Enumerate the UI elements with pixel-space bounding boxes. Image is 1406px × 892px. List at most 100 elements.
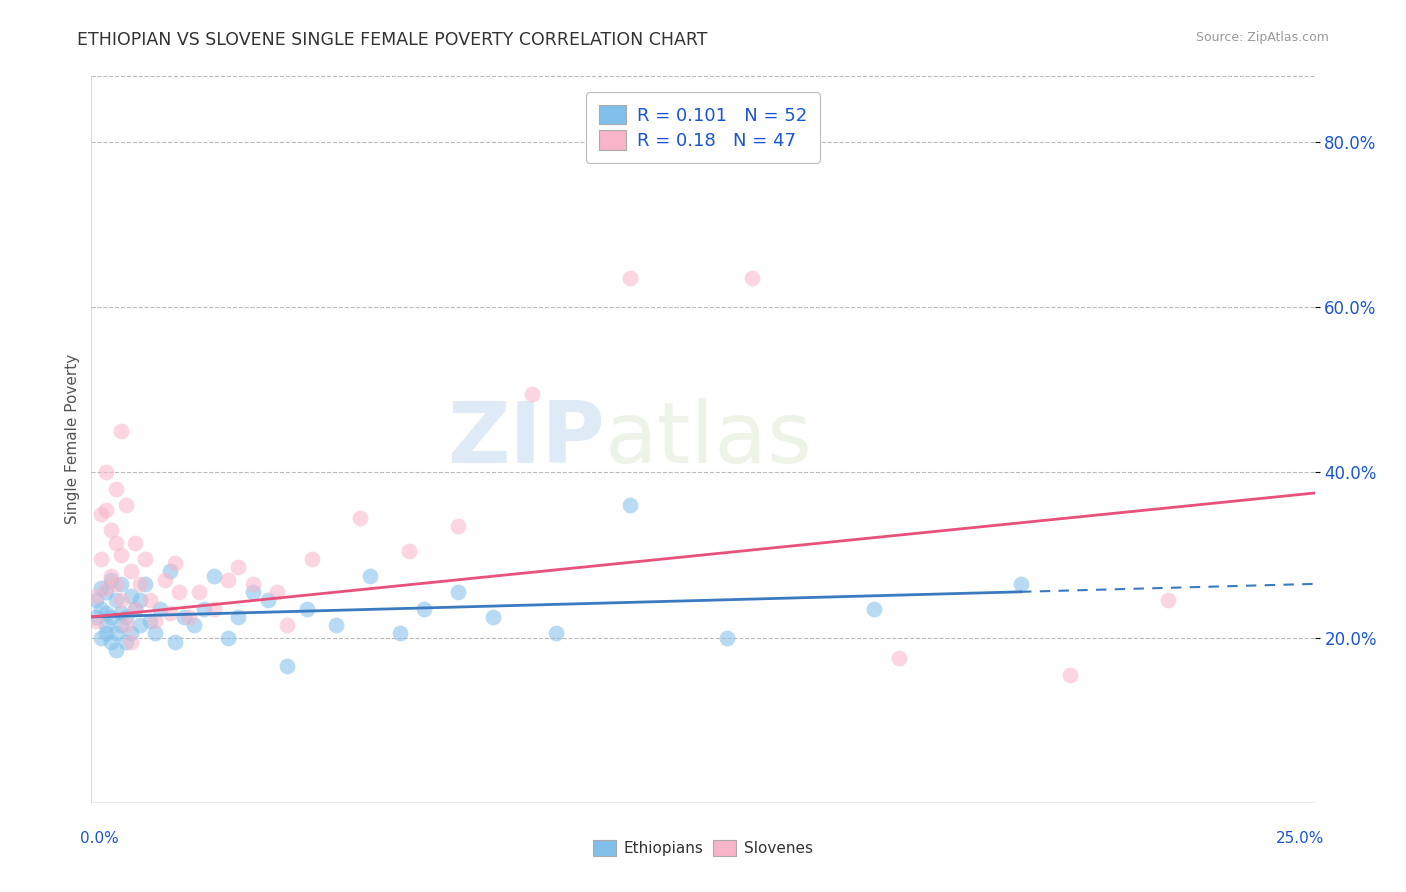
- Point: [114, 610, 136, 624]
- Point: [226, 610, 249, 624]
- Point: [887, 651, 910, 665]
- Point: [447, 519, 470, 533]
- Point: [276, 618, 298, 632]
- Point: [104, 577, 127, 591]
- Point: [100, 634, 122, 648]
- Point: [188, 585, 211, 599]
- Text: ETHIOPIAN VS SLOVENE SINGLE FEMALE POVERTY CORRELATION CHART: ETHIOPIAN VS SLOVENE SINGLE FEMALE POVER…: [77, 31, 707, 49]
- Point: [134, 552, 156, 566]
- Point: [169, 585, 191, 599]
- Point: [94, 581, 117, 595]
- Point: [120, 626, 142, 640]
- Point: [149, 601, 172, 615]
- Point: [104, 593, 127, 607]
- Point: [217, 631, 239, 645]
- Text: 25.0%: 25.0%: [1277, 831, 1324, 846]
- Point: [100, 610, 122, 624]
- Point: [242, 585, 264, 599]
- Point: [100, 573, 122, 587]
- Point: [359, 568, 381, 582]
- Point: [110, 593, 132, 607]
- Point: [100, 568, 122, 582]
- Point: [143, 626, 166, 640]
- Point: [90, 552, 112, 566]
- Point: [84, 610, 107, 624]
- Point: [349, 510, 371, 524]
- Point: [163, 556, 186, 570]
- Point: [139, 614, 162, 628]
- Point: [256, 593, 278, 607]
- Text: ZIP: ZIP: [447, 398, 605, 481]
- Point: [124, 535, 146, 549]
- Point: [481, 610, 503, 624]
- Point: [94, 466, 117, 480]
- Point: [388, 626, 411, 640]
- Point: [520, 387, 543, 401]
- Point: [447, 585, 470, 599]
- Point: [94, 626, 117, 640]
- Y-axis label: Single Female Poverty: Single Female Poverty: [65, 354, 80, 524]
- Point: [143, 614, 166, 628]
- Point: [104, 482, 127, 496]
- Legend: Ethiopians, Slovenes: Ethiopians, Slovenes: [588, 834, 818, 862]
- Point: [110, 618, 132, 632]
- Point: [226, 560, 249, 574]
- Point: [134, 577, 156, 591]
- Point: [120, 589, 142, 603]
- Point: [159, 565, 181, 579]
- Point: [863, 601, 886, 615]
- Point: [301, 552, 323, 566]
- Point: [266, 585, 288, 599]
- Point: [110, 606, 132, 620]
- Point: [153, 573, 176, 587]
- Legend: R = 0.101   N = 52, R = 0.18   N = 47: R = 0.101 N = 52, R = 0.18 N = 47: [586, 92, 820, 162]
- Point: [619, 271, 641, 285]
- Point: [110, 577, 132, 591]
- Point: [90, 631, 112, 645]
- Point: [217, 573, 239, 587]
- Point: [619, 499, 641, 513]
- Point: [179, 610, 201, 624]
- Point: [546, 626, 568, 640]
- Text: 0.0%: 0.0%: [80, 831, 120, 846]
- Point: [716, 631, 738, 645]
- Point: [84, 589, 107, 603]
- Point: [159, 606, 181, 620]
- Point: [1157, 593, 1180, 607]
- Point: [94, 618, 117, 632]
- Point: [110, 548, 132, 562]
- Point: [183, 618, 205, 632]
- Point: [90, 581, 112, 595]
- Point: [129, 577, 152, 591]
- Point: [398, 544, 420, 558]
- Point: [173, 610, 195, 624]
- Point: [114, 618, 136, 632]
- Point: [139, 593, 162, 607]
- Point: [120, 634, 142, 648]
- Point: [104, 643, 127, 657]
- Point: [90, 601, 112, 615]
- Point: [114, 499, 136, 513]
- Point: [129, 593, 152, 607]
- Point: [94, 502, 117, 516]
- Point: [741, 271, 763, 285]
- Point: [129, 618, 152, 632]
- Point: [193, 601, 215, 615]
- Point: [163, 634, 186, 648]
- Point: [325, 618, 347, 632]
- Point: [90, 507, 112, 521]
- Point: [276, 659, 298, 673]
- Point: [413, 601, 436, 615]
- Point: [104, 535, 127, 549]
- Point: [100, 523, 122, 537]
- Point: [104, 626, 127, 640]
- Point: [1010, 577, 1032, 591]
- Point: [242, 577, 264, 591]
- Text: atlas: atlas: [605, 398, 813, 481]
- Point: [84, 614, 107, 628]
- Point: [114, 634, 136, 648]
- Text: Source: ZipAtlas.com: Source: ZipAtlas.com: [1195, 31, 1329, 45]
- Point: [295, 601, 318, 615]
- Point: [1059, 667, 1081, 681]
- Point: [94, 585, 117, 599]
